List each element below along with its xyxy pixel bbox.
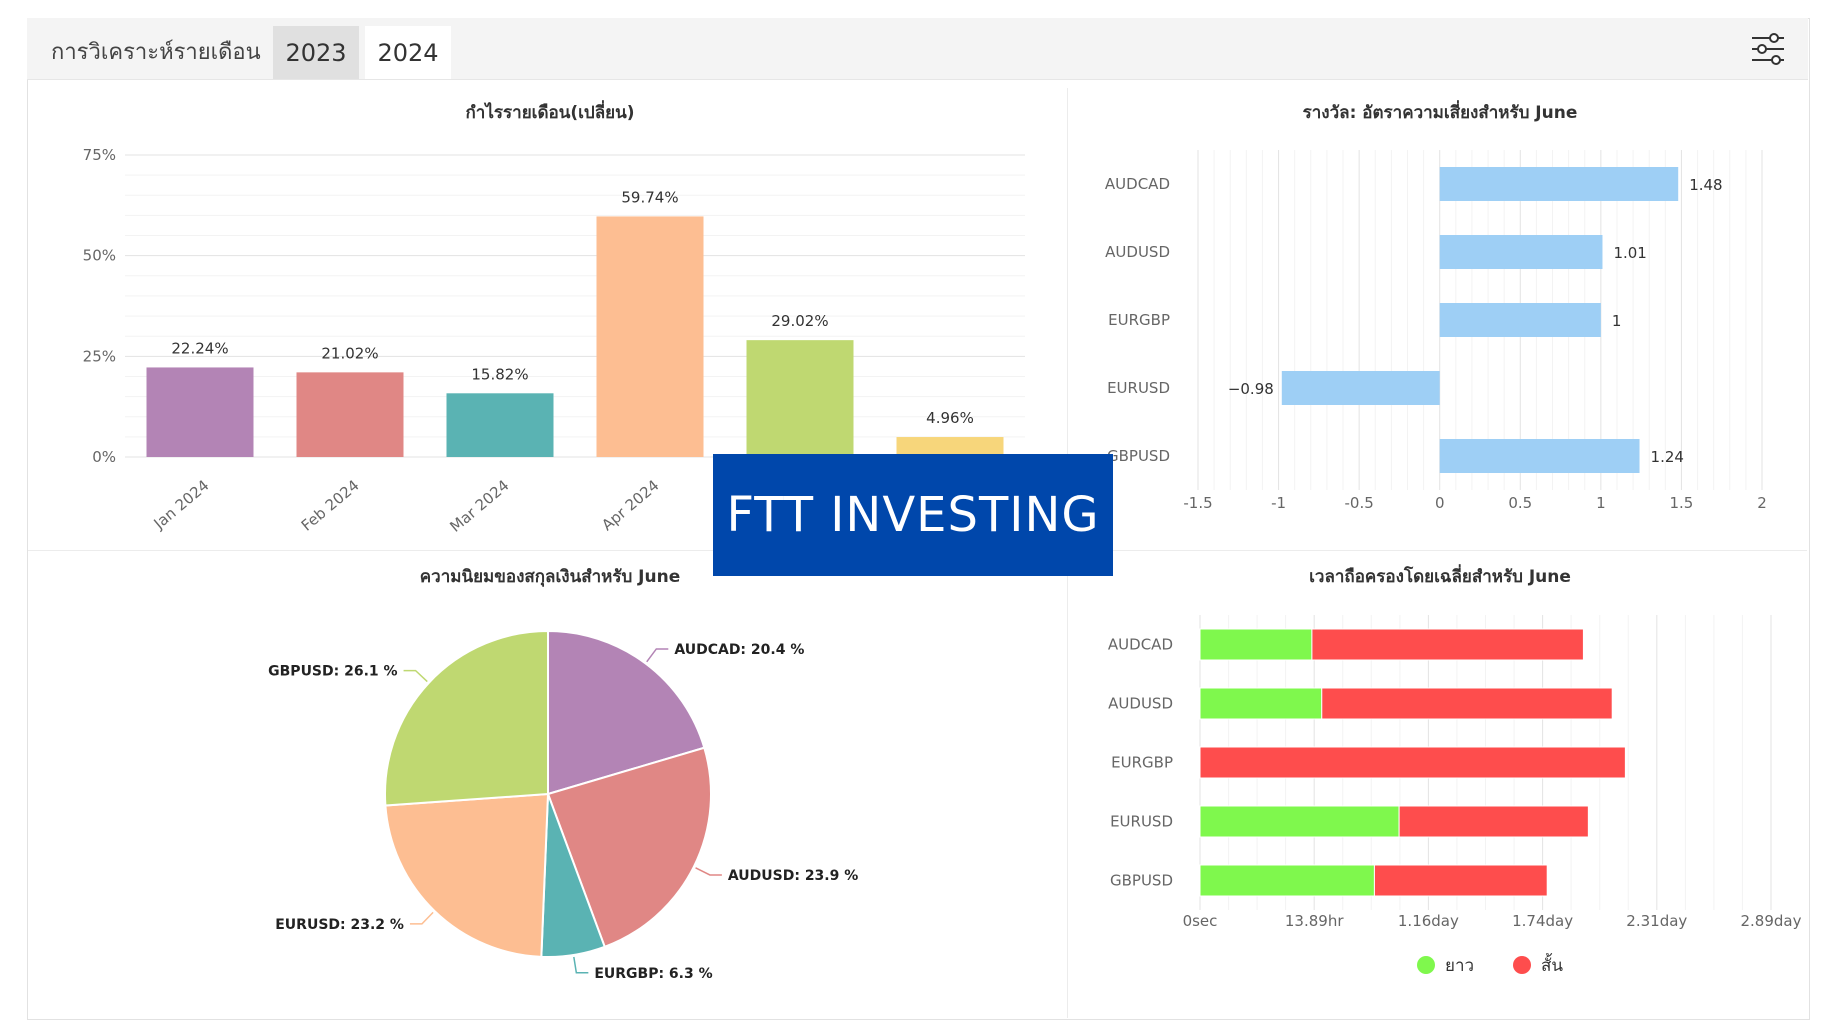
bar-eurusd-long [1199,805,1400,838]
legend-marker-short [1513,956,1531,974]
x-tick-label: Apr 2024 [598,476,662,534]
bar-apr-2024 [596,216,704,457]
y-tick-label: 25% [83,347,116,365]
bar-value-label: 1.48 [1689,176,1722,194]
pie-slice-label: EURUSD: 23.2 % [275,917,404,933]
watermark-banner: FTT INVESTING [713,454,1113,576]
x-tick-label: -0.5 [1345,494,1374,512]
pie-slice-label: GBPUSD: 26.1 % [268,664,397,680]
bar-value-label: −0.98 [1228,380,1274,398]
currency-popularity-chart: ความนิยมของสกุลเงินสำหรับ June AUDCAD: 2… [268,567,858,982]
bar-value-label: 4.96% [926,409,974,427]
currency-popularity-title: ความนิยมของสกุลเงินสำหรับ June [420,567,680,587]
bar-feb-2024 [296,372,404,457]
bar-gbpusd-long [1199,864,1375,897]
bar-audcad [1439,167,1679,201]
y-tick-label: GBPUSD [1107,447,1170,465]
bar-value-label: 15.82% [471,365,528,383]
x-tick-label: 1.16day [1398,912,1459,930]
x-tick-label: 2 [1757,494,1767,512]
pie-slice-gbpusd [384,629,549,807]
holding-time-title: เวลาถือครองโดยเฉลี่ยสำหรับ June [1309,564,1571,587]
bar-mar-2024 [446,393,554,457]
pie-slice-eurusd [384,792,550,958]
bar-eurusd [1281,371,1440,405]
y-tick-label: EURGBP [1108,311,1170,329]
bar-audcad-long [1199,628,1313,661]
y-tick-label: EURGBP [1111,754,1173,772]
bar-value-label: 29.02% [771,312,828,330]
x-tick-label: Jan 2024 [150,476,213,533]
risk-reward-title: รางวัล: อัตราความเสี่ยงสำหรับ June [1303,100,1578,123]
legend-label-short: สั้น [1541,953,1563,976]
y-tick-label: 75% [83,146,116,164]
holding-time-chart: เวลาถือครองโดยเฉลี่ยสำหรับ June 0sec 13.8… [1108,564,1802,976]
bar-audcad-short [1311,628,1584,661]
bar-audusd-long [1199,687,1323,720]
y-tick-label: GBPUSD [1110,872,1173,890]
bar-value-label: 1 [1612,312,1622,330]
bar-value-label: 22.24% [171,339,228,357]
x-tick-label: 0sec [1183,912,1218,930]
pie-connector [573,956,589,974]
pie-connector [695,867,722,876]
pie-connector [646,648,669,663]
pie-slice-audcad [547,629,706,796]
sliders-icon[interactable] [1750,32,1786,66]
bar-may-2024 [746,340,854,457]
bar-jan-2024 [146,367,254,457]
pie-connector [403,669,428,683]
x-tick-label: -1 [1271,494,1286,512]
y-tick-label: AUDUSD [1108,695,1173,713]
tab-bar: การวิเคราะห์รายเดือน 2023 2024 [27,18,1808,80]
bar-jun-2024 [896,437,1004,457]
x-tick-label: Mar 2024 [446,476,512,536]
y-tick-label: EURUSD [1107,379,1170,397]
x-tick-label: 2.89day [1741,912,1802,930]
pie-slice-label: AUDUSD: 23.9 % [728,868,858,884]
bar-value-label: 1.24 [1651,448,1684,466]
y-tick-label: AUDCAD [1105,175,1170,193]
x-tick-label: 0 [1435,494,1445,512]
y-tick-label: 0% [92,448,116,466]
bar-audusd [1439,235,1603,269]
bar-value-label: 1.01 [1613,244,1646,262]
x-tick-label: 1.5 [1669,494,1693,512]
risk-reward-chart: รางวัล: อัตราความเสี่ยงสำหรับ June -1.5 -… [1105,100,1767,512]
y-tick-label: EURUSD [1110,813,1173,831]
y-tick-label: 50% [83,247,116,265]
pie-slice-label: AUDCAD: 20.4 % [674,642,804,658]
x-tick-label: 2.31day [1626,912,1687,930]
bar-gbpusd [1439,439,1640,473]
y-tick-label: AUDUSD [1105,243,1170,261]
monthly-profit-title: กำไรรายเดือน(เปลี่ยน) [466,100,635,123]
tab-2023[interactable]: 2023 [273,26,359,79]
x-tick-label: 13.89hr [1285,912,1344,930]
legend-label-long: ยาว [1445,956,1474,976]
bar-value-label: 21.02% [321,344,378,362]
tab-2024[interactable]: 2024 [365,26,451,79]
x-tick-label: Feb 2024 [298,476,363,534]
tab-title: การวิเคราะห์รายเดือน [51,40,261,65]
legend-marker-long [1417,956,1435,974]
bar-audusd-short [1321,687,1613,720]
bar-gbpusd-short [1373,864,1548,897]
y-tick-label: AUDCAD [1108,636,1173,654]
x-tick-label: 1.74day [1512,912,1573,930]
bar-eurgbp [1439,303,1601,337]
bar-eurusd-short [1398,805,1589,838]
pie-slice-audusd [546,746,712,949]
bar-value-label: 59.74% [621,188,678,206]
pie-connector [409,911,434,925]
pie-slice-label: EURGBP: 6.3 % [594,966,712,982]
x-tick-label: 0.5 [1508,494,1532,512]
x-tick-label: 1 [1596,494,1606,512]
bar-eurgbp-short [1199,746,1626,779]
x-tick-label: -1.5 [1183,494,1212,512]
